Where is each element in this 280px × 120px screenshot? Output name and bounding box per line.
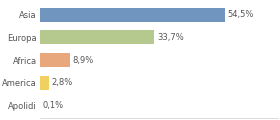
Text: 8,9%: 8,9% (73, 55, 94, 65)
Bar (39, 76, 49, 90)
Bar (39, 53, 70, 67)
Text: 54,5%: 54,5% (228, 10, 254, 19)
Text: 2,8%: 2,8% (52, 78, 73, 87)
Text: 0,1%: 0,1% (43, 101, 64, 110)
Bar (39, 8, 225, 22)
Text: 33,7%: 33,7% (157, 33, 184, 42)
Bar (39, 30, 154, 44)
Bar (39, 98, 40, 112)
